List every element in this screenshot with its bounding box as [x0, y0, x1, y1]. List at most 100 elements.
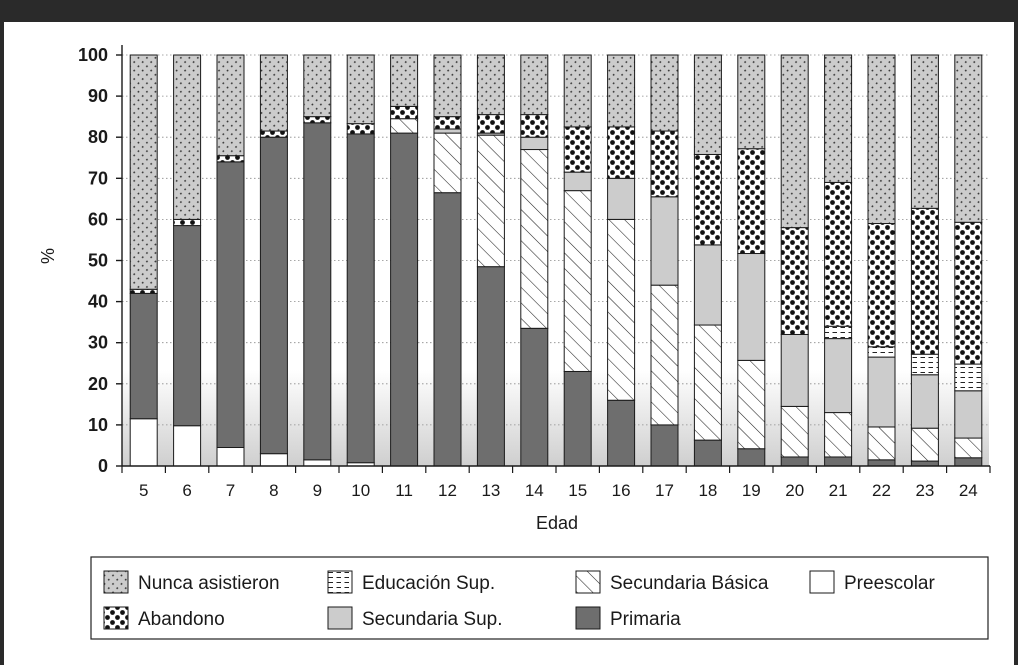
bar-segment-preescolar-6: [173, 425, 202, 467]
bar-stack-22: [867, 54, 896, 467]
bar-segment-primaria-18: [693, 439, 722, 467]
legend-item-educacion-sup: Educación Sup.: [327, 570, 495, 594]
bar-segment-nunca-asistieron-5: [129, 54, 158, 290]
bar-segment-preescolar-7: [216, 447, 245, 467]
bar-segment-secundaria-basica-12: [433, 132, 462, 194]
bar-segment-secundaria-sup-24: [954, 390, 983, 439]
x-tick-label: 24: [959, 481, 978, 500]
bar-stack-24: [954, 54, 983, 467]
legend-label: Nunca asistieron: [138, 573, 280, 594]
bar-segment-preescolar-9: [303, 459, 332, 467]
bar-segment-nunca-asistieron-10: [346, 54, 375, 125]
bar-segment-secundaria-basica-22: [867, 426, 896, 461]
y-tick-label: 70: [88, 168, 108, 188]
bar-segment-abandono-21: [824, 181, 853, 327]
bar-segment-secundaria-basica-16: [607, 218, 636, 401]
bar-stack-14: [520, 54, 549, 467]
bar-stack-9: [303, 54, 332, 467]
bar-stack-12: [433, 54, 462, 467]
bar-segment-abandono-22: [867, 223, 896, 348]
y-tick-label: 60: [88, 209, 108, 229]
bar-segment-nunca-asistieron-23: [910, 54, 939, 209]
bar-segment-primaria-8: [259, 136, 288, 455]
x-tick-label: 17: [655, 481, 674, 500]
plot-background-fade: [122, 370, 989, 466]
gridlines: [122, 54, 990, 426]
legend-swatch: [575, 570, 601, 594]
legend-item-secundaria-basica: Secundaria Básica: [575, 570, 769, 594]
bar-segment-nunca-asistieron-16: [607, 54, 636, 128]
bar-segment-primaria-20: [780, 456, 809, 467]
legend-swatch: [103, 570, 129, 594]
x-tick-label: 8: [269, 481, 278, 500]
bar-segment-secundaria-sup-18: [693, 244, 722, 326]
x-tick-label: 6: [182, 481, 191, 500]
legend-label: Educación Sup.: [362, 573, 495, 594]
bar-segment-primaria-22: [867, 459, 896, 467]
y-tick-label: 90: [88, 86, 108, 106]
bar-segment-nunca-asistieron-19: [737, 54, 766, 150]
bar-segment-abandono-17: [650, 130, 679, 198]
legend-label: Preescolar: [844, 573, 935, 594]
bar-stack-16: [607, 54, 636, 467]
bar-stack-6: [173, 54, 202, 467]
bar-segment-primaria-11: [390, 132, 419, 467]
bar-segment-nunca-asistieron-8: [259, 54, 288, 132]
bar-segment-educacion-sup-24: [954, 363, 983, 392]
axes: 0 10 20 30 40 50 60 70 80 90 100 5 6 7 8 9 10 11 12 13 14 15 1…: [78, 45, 991, 500]
bar-segment-primaria-17: [650, 424, 679, 467]
x-tick-label: 5: [139, 481, 148, 500]
left-border: [0, 22, 4, 665]
bar-segment-nunca-asistieron-24: [954, 54, 983, 223]
bar-stack-21: [824, 54, 853, 467]
bar-segment-primaria-21: [824, 456, 853, 467]
bar-stack-19: [737, 54, 766, 467]
bar-segment-nunca-asistieron-12: [433, 54, 462, 118]
bar-segment-primaria-24: [954, 457, 983, 467]
x-tick-label: 22: [872, 481, 891, 500]
bar-stack-18: [693, 54, 722, 467]
bar-segment-secundaria-basica-20: [780, 405, 809, 458]
bar-segment-nunca-asistieron-17: [650, 54, 679, 132]
bar-segment-secundaria-sup-16: [607, 177, 636, 220]
bar-segment-abandono-19: [737, 148, 766, 255]
bar-segment-abandono-16: [607, 126, 636, 179]
bar-segment-secundaria-basica-14: [520, 149, 549, 329]
bar-segment-abandono-5: [129, 288, 158, 294]
y-tick-label: 0: [98, 456, 108, 476]
bar-segment-nunca-asistieron-7: [216, 54, 245, 157]
right-border: [1014, 22, 1018, 665]
bar-segment-abandono-8: [259, 130, 288, 138]
bar-segment-secundaria-basica-11: [390, 118, 419, 134]
bar-segment-nunca-asistieron-11: [390, 54, 419, 107]
bar-segment-nunca-asistieron-18: [693, 54, 722, 155]
y-tick-label: 20: [88, 374, 108, 394]
y-tick-label: 10: [88, 415, 108, 435]
bar-stack-13: [476, 54, 505, 467]
legend-swatch: [103, 606, 129, 630]
bar-segment-abandono-14: [520, 114, 549, 138]
legend-item-nunca-asistieron: Nunca asistieron: [103, 570, 280, 594]
bar-segment-secundaria-sup-12: [433, 128, 462, 134]
bar-stack-7: [216, 54, 245, 467]
legend-box: [90, 556, 989, 640]
bar-segment-preescolar-8: [259, 453, 288, 467]
legend-label: Primaria: [610, 609, 681, 630]
x-tick-label: 13: [481, 481, 500, 500]
bar-stack-11: [390, 54, 419, 467]
bar-stack-20: [780, 54, 809, 467]
bar-segment-abandono-10: [346, 123, 375, 135]
bar-segment-secundaria-basica-19: [737, 359, 766, 450]
bar-stack-10: [346, 54, 375, 467]
bar-segment-secundaria-basica-18: [693, 324, 722, 441]
bar-stack-5: [129, 54, 158, 467]
legend-swatch: [327, 570, 353, 594]
y-tick-label: 100: [78, 45, 108, 65]
bar-segment-secundaria-sup-23: [910, 374, 939, 429]
bar-segment-primaria-5: [129, 292, 158, 420]
bar-segment-abandono-12: [433, 116, 462, 130]
bar-segment-nunca-asistieron-15: [563, 54, 592, 128]
legend-label: Secundaria Básica: [610, 573, 769, 594]
bar-segment-nunca-asistieron-9: [303, 54, 332, 118]
